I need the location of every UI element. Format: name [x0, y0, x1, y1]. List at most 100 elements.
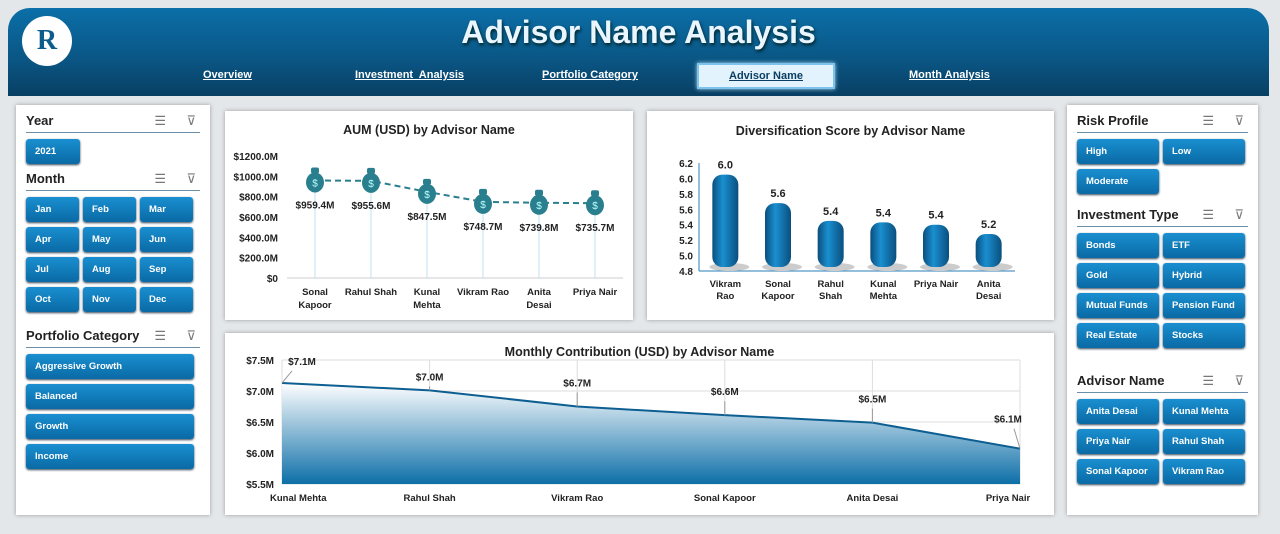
multi-select-icon[interactable]: ☰ [1202, 372, 1214, 388]
clear-filter-icon[interactable]: ⊽ [1234, 372, 1244, 388]
data-label: $7.0M [416, 372, 444, 383]
money-bag-neck [423, 178, 431, 185]
data-label: $6.6M [711, 387, 739, 398]
multi-select-icon[interactable]: ☰ [154, 112, 166, 128]
slicer-item-advisor[interactable]: Priya Nair [1077, 429, 1159, 454]
slicer-item-advisor[interactable]: Kunal Mehta [1163, 399, 1245, 424]
contribution-line [281, 381, 1021, 450]
slicer-item-month[interactable]: Apr [26, 227, 79, 252]
data-label: $748.7M [464, 222, 503, 233]
y-tick-label: 5.6 [679, 205, 693, 216]
slicer-item-advisor[interactable]: Sonal Kapoor [1077, 459, 1159, 484]
slicer-item-month[interactable]: Sep [140, 257, 193, 282]
slicer-item-risk[interactable]: Moderate [1077, 169, 1159, 194]
data-label: $6.7M [563, 379, 591, 390]
slicer-item-advisor[interactable]: Anita Desai [1077, 399, 1159, 424]
data-label: $959.4M [296, 200, 335, 211]
y-tick-label: 6.0 [679, 174, 693, 185]
slicer-item-month[interactable]: Dec [140, 287, 193, 312]
multi-select-icon[interactable]: ☰ [1202, 206, 1214, 222]
clear-filter-icon[interactable]: ⊽ [1234, 206, 1244, 222]
chart-title: Monthly Contribution (USD) by Advisor Na… [504, 345, 775, 359]
slicer-item-month[interactable]: Aug [83, 257, 136, 282]
dollar-sign: $ [592, 201, 598, 212]
clear-filter-icon[interactable]: ⊽ [1234, 112, 1244, 128]
slicer-item-advisor[interactable]: Rahul Shah [1163, 429, 1245, 454]
slicer-item-investment[interactable]: Hybrid [1163, 263, 1245, 288]
x-tick-label: Sonal [302, 287, 328, 298]
x-tick-label: Anita [527, 287, 551, 298]
dollar-sign: $ [312, 178, 318, 189]
data-label: 6.0 [718, 160, 733, 172]
clear-filter-icon[interactable]: ⊽ [186, 327, 196, 343]
bar [765, 203, 791, 267]
right-slicer-panel: Risk Profile ☰ ⊽ High Low Moderate Investment … [1067, 105, 1258, 515]
x-tick-label: Kapoor [298, 300, 332, 311]
data-label: 5.4 [876, 207, 892, 219]
x-tick-label: Vikram [710, 279, 742, 290]
y-tick-label: 4.8 [679, 267, 693, 278]
slicer-item-investment[interactable]: Pension Fund [1163, 293, 1245, 318]
dollar-sign: $ [424, 190, 430, 201]
y-tick-label: $0 [267, 274, 279, 285]
nav-month-analysis[interactable]: Month Analysis [909, 69, 990, 81]
slicer-item-portfolio[interactable]: Aggressive Growth [26, 354, 194, 379]
y-tick-label: $600.0M [239, 213, 278, 224]
slicer-title: Investment Type [1077, 207, 1179, 222]
slicer-item-investment[interactable]: Gold [1077, 263, 1159, 288]
slicer-title: Advisor Name [1077, 373, 1165, 388]
slicer-item-investment[interactable]: Stocks [1163, 323, 1245, 348]
multi-select-icon[interactable]: ☰ [154, 170, 166, 186]
y-tick-label: $7.5M [246, 356, 274, 367]
slicer-title: Risk Profile [1077, 113, 1149, 128]
y-tick-label: 5.2 [679, 236, 693, 247]
slicer-item-month[interactable]: Jul [26, 257, 79, 282]
slicer-item-investment[interactable]: Mutual Funds [1077, 293, 1159, 318]
nav-advisor-name[interactable]: Advisor Name [697, 63, 835, 89]
slicer-item-month[interactable]: Mar [140, 197, 193, 222]
money-bag-marker: $ [418, 178, 436, 204]
clear-filter-icon[interactable]: ⊽ [186, 112, 196, 128]
slicer-title: Year [26, 113, 54, 128]
slicer-item-risk[interactable]: High [1077, 139, 1159, 164]
page-title: Advisor Name Analysis [461, 14, 816, 50]
x-tick-label: Rao [716, 291, 734, 302]
company-logo: R [22, 16, 72, 66]
slicer-item-risk[interactable]: Low [1163, 139, 1245, 164]
header: R Advisor Name Analysis Overview Investm… [8, 8, 1269, 96]
slicer-item-portfolio[interactable]: Growth [26, 414, 194, 439]
slicer-item-month[interactable]: May [83, 227, 136, 252]
x-tick-label: Sonal [765, 279, 791, 290]
slicer-item-month[interactable]: Oct [26, 287, 79, 312]
x-tick-label: Shah [819, 291, 842, 302]
clear-filter-icon[interactable]: ⊽ [186, 170, 196, 186]
slicer-item-advisor[interactable]: Vikram Rao [1163, 459, 1245, 484]
slicer-item-year[interactable]: 2021 [26, 139, 80, 164]
multi-select-icon[interactable]: ☰ [1202, 112, 1214, 128]
nav-portfolio-category[interactable]: Portfolio Category [542, 69, 638, 81]
slicer-item-month[interactable]: Jun [140, 227, 193, 252]
slicer-item-investment[interactable]: Real Estate [1077, 323, 1159, 348]
slicer-item-portfolio[interactable]: Income [26, 444, 194, 469]
slicer-item-month[interactable]: Jan [26, 197, 79, 222]
money-bag-icon [418, 183, 436, 204]
bar [923, 224, 949, 267]
nav-overview[interactable]: Overview [203, 69, 252, 81]
chart-title: Diversification Score by Advisor Name [735, 124, 966, 138]
slicer-item-portfolio[interactable]: Balanced [26, 384, 194, 409]
slicer-item-investment[interactable]: Bonds [1077, 233, 1159, 258]
bar [870, 222, 897, 267]
x-tick-label: Kunal Mehta [270, 493, 327, 504]
x-tick-label: Vikram Rao [551, 493, 603, 504]
multi-select-icon[interactable]: ☰ [154, 327, 166, 343]
data-label: $6.1M [994, 415, 1022, 426]
monthly-contribution-chart: Monthly Contribution (USD) by Advisor Na… [225, 333, 1054, 515]
slicer-item-investment[interactable]: ETF [1163, 233, 1245, 258]
y-tick-label: 5.8 [679, 190, 693, 201]
nav-investment-analysis[interactable]: Investment Analysis [355, 69, 465, 81]
money-bag-neck [311, 167, 319, 174]
money-bag-icon [586, 195, 604, 216]
slicer-item-month[interactable]: Feb [83, 197, 136, 222]
money-bag-neck [535, 189, 543, 196]
slicer-item-month[interactable]: Nov [83, 287, 136, 312]
